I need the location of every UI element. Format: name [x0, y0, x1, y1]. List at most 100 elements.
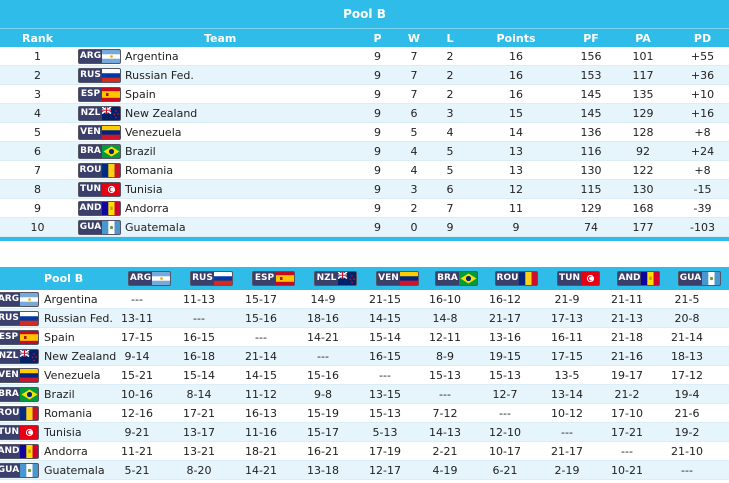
team-name: New Zealand [125, 107, 198, 120]
team-badge-ven: VEN [376, 271, 419, 286]
team-badge-bra: BRA [78, 144, 121, 159]
matrix-row: ESP Spain 17-15 16-15 --- 14-21 15-14 12-11 13-1… [0, 328, 729, 347]
score-cell: 16-18 [183, 350, 215, 363]
flag-tunisia-icon [581, 272, 599, 285]
standings-row: 4 NZL New Zealand 9 6 3 15 145 129 +16 [0, 104, 729, 123]
score-cell: 15-14 [369, 331, 401, 344]
team-name: Russian Fed. [125, 69, 194, 82]
points-for-cell: 153 [580, 69, 602, 82]
score-cell: 2-21 [432, 445, 458, 458]
score-cell: 14-15 [369, 312, 401, 325]
flag-romania-icon [20, 407, 38, 420]
team-badge-ven: VEN [78, 125, 121, 140]
points-for-cell: 116 [580, 145, 602, 158]
team-badge-rou: ROU [0, 406, 39, 421]
losses-cell: 5 [446, 145, 454, 158]
team-badge-nzl: NZL [78, 106, 121, 121]
wins-cell: 7 [410, 69, 418, 82]
team-flag-cell: VEN [78, 125, 121, 146]
score-cell: 12-17 [369, 464, 401, 477]
team-code: GUA [0, 464, 20, 477]
score-cell: 21-6 [674, 407, 700, 420]
team-name: Romania [125, 164, 174, 177]
matrix-team-name: Romania [44, 407, 93, 420]
matrix-team-name: Spain [44, 331, 75, 344]
rank-cell: 1 [34, 50, 41, 63]
point-diff-cell: -103 [690, 221, 715, 234]
score-cell: 8-14 [186, 388, 212, 401]
points-for-cell: 136 [580, 126, 602, 139]
rank-cell: 4 [34, 107, 41, 120]
matrix-row: AND Andorra 11-21 13-21 18-21 16-21 17-19 2-21 1… [0, 442, 729, 461]
header-p: P [373, 32, 382, 45]
wins-cell: 0 [410, 221, 418, 234]
team-badge-bra: BRA [0, 387, 39, 402]
flag-guatemala-icon [702, 272, 720, 285]
matrix-team-name: New Zealand [44, 350, 117, 363]
team-code: NZL [79, 107, 102, 120]
score-cell: 17-21 [183, 407, 215, 420]
matrix-title: Pool B [44, 272, 84, 285]
point-diff-cell: +55 [690, 50, 715, 63]
matrix-row-badge: ARG [0, 292, 39, 310]
matrix-column-header: VEN [376, 271, 419, 289]
score-cell: 10-21 [611, 464, 643, 477]
standings-body: 1 ARG Argentina 9 7 2 16 156 101 +55 2 RUS Russian F… [0, 47, 729, 237]
losses-cell: 3 [446, 107, 454, 120]
standings-row: 3 ESP Spain 9 7 2 16 145 135 +10 [0, 85, 729, 104]
matrix-column-header: AND [617, 271, 660, 289]
losses-cell: 5 [446, 164, 454, 177]
flag-brazil-icon [102, 145, 120, 158]
point-diff-cell: +36 [690, 69, 715, 82]
played-cell: 9 [374, 107, 381, 120]
flag-venezuela-icon [102, 126, 120, 139]
standings-row: 5 VEN Venezuela 9 5 4 14 136 128 +8 [0, 123, 729, 142]
score-cell: 21-2 [614, 388, 640, 401]
matrix-team-name: Russian Fed. [44, 312, 113, 325]
points-cell: 9 [512, 221, 520, 234]
flag-tunisia-icon [20, 426, 38, 439]
score-cell: 18-13 [671, 350, 703, 363]
matrix-team-name: Brazil [44, 388, 75, 401]
flag-argentina-icon [152, 272, 170, 285]
flag-venezuela-icon [20, 369, 38, 382]
score-cell: 14-13 [429, 426, 461, 439]
losses-cell: 2 [446, 88, 454, 101]
matrix-team-name: Guatemala [44, 464, 105, 477]
score-cell: 8-20 [186, 464, 212, 477]
standings-row: 10 GUA Guatemala 9 0 9 9 74 177 -103 [0, 218, 729, 237]
score-cell: 17-12 [671, 369, 703, 382]
losses-cell: 6 [446, 183, 454, 196]
wins-cell: 4 [410, 164, 418, 177]
flag-guatemala-icon [102, 221, 120, 234]
matrix-column-header: GUA [678, 271, 721, 289]
wins-cell: 7 [410, 88, 418, 101]
score-cell: 16-15 [183, 331, 215, 344]
played-cell: 9 [374, 126, 381, 139]
score-cell: 21-13 [611, 312, 643, 325]
played-cell: 9 [374, 145, 381, 158]
team-badge-esp: ESP [78, 87, 121, 102]
team-flag-cell: RUS [78, 68, 121, 89]
score-cell: 19-2 [674, 426, 700, 439]
team-code: AND [618, 272, 641, 285]
score-cell: 17-21 [611, 426, 643, 439]
matrix-row-badge: ROU [0, 406, 39, 424]
team-code: AND [79, 202, 102, 215]
points-against-cell: 129 [632, 107, 654, 120]
team-code: AND [0, 445, 20, 458]
point-diff-cell: -15 [693, 183, 712, 196]
score-cell: 11-13 [183, 293, 215, 306]
score-cell: 10-17 [489, 445, 521, 458]
team-code: ESP [79, 88, 102, 101]
matrix-row-badge: RUS [0, 311, 39, 329]
score-cell: 12-7 [492, 388, 518, 401]
team-badge-arg: ARG [0, 292, 39, 307]
standings-title: Pool B [0, 0, 729, 28]
losses-cell: 4 [446, 126, 454, 139]
score-cell: 14-9 [310, 293, 336, 306]
standings-bottom-bar [0, 237, 729, 241]
score-cell: 19-4 [674, 388, 700, 401]
played-cell: 9 [374, 183, 381, 196]
team-code: ARG [129, 272, 152, 285]
